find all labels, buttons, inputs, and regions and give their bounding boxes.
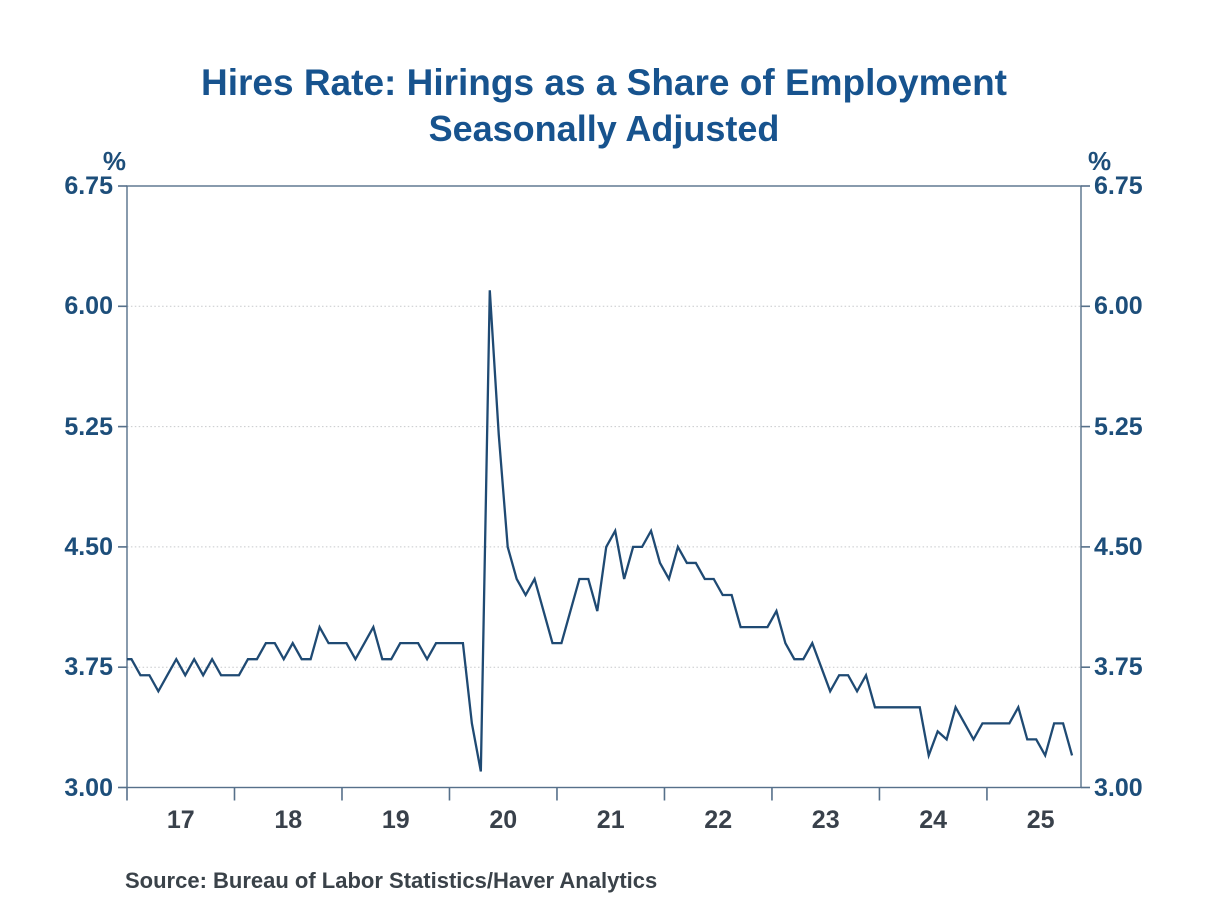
unit-label-left: % (102, 146, 126, 176)
x-axis-label: 25 (1026, 806, 1055, 834)
x-axis-label: 17 (166, 806, 195, 834)
page-subtitle: Seasonally Adjusted (428, 108, 780, 149)
y-axis-label-left: 4.50 (64, 532, 113, 561)
x-axis-label: 19 (381, 806, 410, 834)
y-axis-label-right: 3.00 (1094, 773, 1143, 802)
y-axis-label-left: 6.75 (64, 172, 113, 200)
y-axis-label-right: 6.00 (1094, 292, 1143, 321)
x-axis-label: 23 (811, 806, 840, 834)
y-axis-label-left: 5.25 (64, 412, 113, 441)
y-axis-label-right: 6.75 (1094, 172, 1143, 200)
y-axis-label-right: 5.25 (1094, 412, 1143, 441)
y-axis-label-left: 6.00 (64, 292, 113, 321)
x-axis-label: 20 (489, 806, 518, 834)
plot-frame (126, 185, 1082, 789)
page-title: Hires Rate: Hirings as a Share of Employ… (200, 62, 1007, 103)
unit-label-right: % (1088, 146, 1112, 176)
y-axis-label-left: 3.75 (64, 653, 113, 682)
source-note: Source: Bureau of Labor Statistics/Haver… (125, 868, 658, 893)
x-axis-label: 18 (274, 806, 303, 834)
x-axis-label: 24 (919, 806, 948, 834)
x-axis-label: 21 (596, 806, 625, 834)
y-axis-label-right: 4.50 (1094, 532, 1143, 561)
data-line (127, 290, 1074, 772)
y-axis-label-right: 3.75 (1094, 653, 1143, 682)
x-axis-label: 22 (704, 806, 733, 834)
y-axis-label-left: 3.00 (64, 773, 113, 802)
